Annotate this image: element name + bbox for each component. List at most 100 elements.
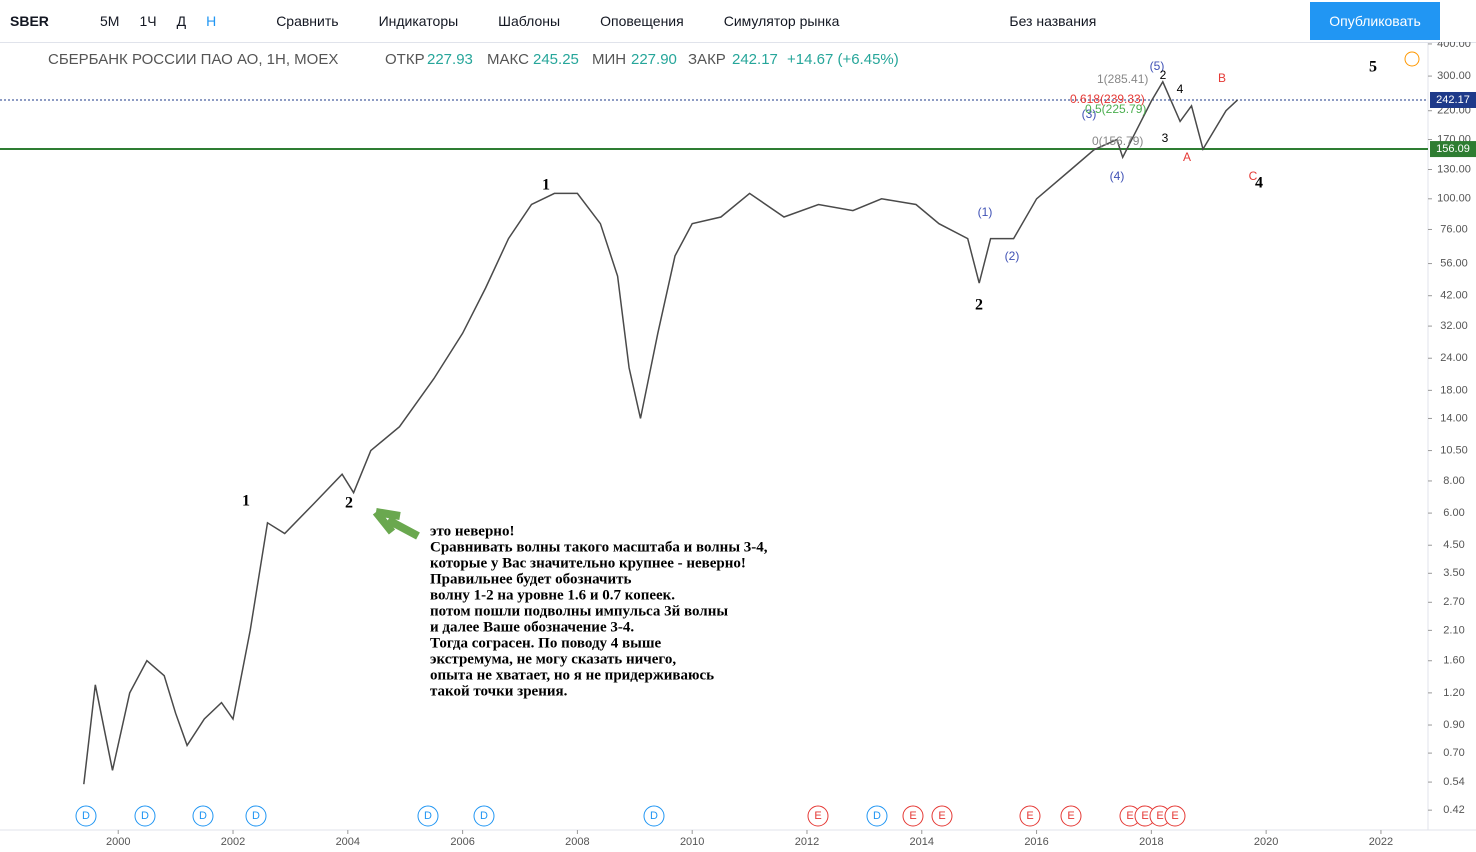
- event-label: D: [424, 810, 432, 822]
- x-tick-label: 2006: [450, 836, 474, 848]
- x-tick-label: 2008: [565, 836, 589, 848]
- event-icon: [643, 805, 665, 827]
- comment-line: и далее Ваше обозначение 3-4.: [430, 619, 634, 635]
- close: 242.17: [732, 51, 778, 68]
- comment-line: Правильнее будет обозначить: [430, 571, 631, 587]
- interval[interactable]: 5М: [100, 13, 120, 29]
- event-label: D: [141, 810, 149, 822]
- event-icon: [75, 805, 97, 827]
- x-tick-label: 2018: [1139, 836, 1163, 848]
- wave-label: 4: [1255, 175, 1263, 192]
- fib-label: 1(285.41): [1097, 72, 1148, 86]
- low: 227.90: [631, 51, 677, 68]
- x-tick-label: 2022: [1369, 836, 1393, 848]
- wave-label: (4): [1110, 169, 1125, 183]
- event-icon: [134, 805, 156, 827]
- warning-icon[interactable]: [1404, 51, 1420, 67]
- wave-label: 2: [345, 495, 353, 512]
- y-tick-label: 1.20: [1443, 687, 1464, 699]
- arrow: [372, 508, 420, 540]
- title: СБЕРБАНК РОССИИ ПАО АО, 1Н, MOEX: [48, 51, 338, 68]
- y-tick-label: 0.90: [1443, 719, 1464, 731]
- event-label: D: [873, 810, 881, 822]
- wave-label: 2: [1160, 68, 1167, 82]
- y-tick-label: 400.00: [1437, 42, 1471, 50]
- y-tick-label: 0.70: [1443, 747, 1464, 759]
- event-icon: [417, 805, 439, 827]
- y-tick-label: 24.00: [1440, 352, 1468, 364]
- x-tick-label: 2020: [1254, 836, 1278, 848]
- wave-label: 2: [975, 297, 983, 314]
- open-label: ОТКР: [385, 51, 425, 68]
- interval[interactable]: Н: [206, 13, 217, 29]
- event-label: E: [1156, 810, 1163, 822]
- alerts[interactable]: Оповещения: [600, 13, 684, 29]
- event-label: E: [1141, 810, 1148, 822]
- event-icon: [866, 805, 888, 827]
- event-label: E: [938, 810, 945, 822]
- publish-button[interactable]: Опубликовать: [1310, 2, 1440, 40]
- event-label: D: [252, 810, 260, 822]
- event-label: E: [1067, 810, 1074, 822]
- y-tick-label: 42.00: [1440, 290, 1468, 302]
- x-tick-label: 2000: [106, 836, 130, 848]
- price-tag: [1430, 91, 1476, 108]
- fib-label: 0.5(225.79): [1085, 102, 1146, 116]
- comment-line: экстремума, не могу сказать ничего,: [430, 651, 676, 667]
- close-label: ЗАКР: [688, 51, 726, 68]
- toolbar: SBER 5М 1Ч Д Н Сравнить Индикаторы Шабло…: [0, 0, 1476, 43]
- wave-label: (2): [1005, 249, 1020, 263]
- wave-label: (5): [1150, 59, 1165, 73]
- templates[interactable]: Шаблоны: [498, 13, 561, 29]
- layout-name[interactable]: Без названия: [1009, 13, 1097, 29]
- comment-line: такой точки зрения.: [430, 683, 568, 699]
- indicators[interactable]: Индикаторы: [378, 13, 459, 29]
- y-tick-label: 10.50: [1440, 444, 1468, 456]
- comment-line: опыта не хватает, но я не придерживаюсь: [430, 667, 714, 683]
- y-tick-label: 130.00: [1437, 163, 1471, 175]
- comment-line: это неверно!: [430, 523, 514, 539]
- event-icon: [1019, 805, 1041, 827]
- compare[interactable]: Сравнить: [276, 13, 339, 29]
- low-label: МИН: [592, 51, 626, 68]
- interval[interactable]: 1Ч: [139, 13, 157, 29]
- wave-label: C: [1249, 169, 1258, 183]
- event-icon: [902, 805, 924, 827]
- fib-label: 0.618(239.33): [1070, 92, 1145, 106]
- open: 227.93: [427, 51, 473, 68]
- event-icon: [245, 805, 267, 827]
- replay[interactable]: Симулятор рынка: [723, 13, 840, 29]
- symbol[interactable]: SBER: [10, 13, 49, 29]
- x-tick-label: 2004: [336, 836, 360, 848]
- wave-label: 1: [242, 493, 250, 510]
- event-label: E: [1126, 810, 1133, 822]
- event-label: D: [480, 810, 488, 822]
- y-tick-label: 14.00: [1440, 412, 1468, 424]
- comment-line: потом пошли подволны импульса 3й волны: [430, 603, 728, 619]
- y-tick-label: 0.54: [1443, 776, 1464, 788]
- wave-label: 1: [542, 177, 550, 194]
- header: СБЕРБАНК РОССИИ ПАО АО, 1Н, MOEX ОТКР 22…: [48, 51, 899, 68]
- event-icon: [1060, 805, 1082, 827]
- y-tick-label: 76.00: [1440, 223, 1468, 235]
- event-icon: [931, 805, 953, 827]
- high: 245.25: [533, 51, 579, 68]
- event-icon: [1164, 805, 1186, 827]
- x-tick-label: 2002: [221, 836, 245, 848]
- comment-line: Сравнивать волны такого масштаба и волны…: [430, 539, 768, 555]
- wave-label: B: [1218, 71, 1226, 85]
- interval[interactable]: Д: [176, 13, 187, 29]
- price-tag-label: 242.17: [1436, 94, 1470, 106]
- price-tag: [1430, 141, 1476, 158]
- price-line-series: [83, 80, 1238, 785]
- x-tick-label: 2016: [1024, 836, 1048, 848]
- change: +14.67 (+6.45%): [787, 51, 899, 68]
- y-tick-label: 1.60: [1443, 655, 1464, 667]
- event-icon: [473, 805, 495, 827]
- event-label: E: [814, 810, 821, 822]
- event-icon: [807, 805, 829, 827]
- y-tick-label: 100.00: [1437, 193, 1471, 205]
- wave-label: 5: [1369, 59, 1377, 76]
- y-tick-label: 32.00: [1440, 320, 1468, 332]
